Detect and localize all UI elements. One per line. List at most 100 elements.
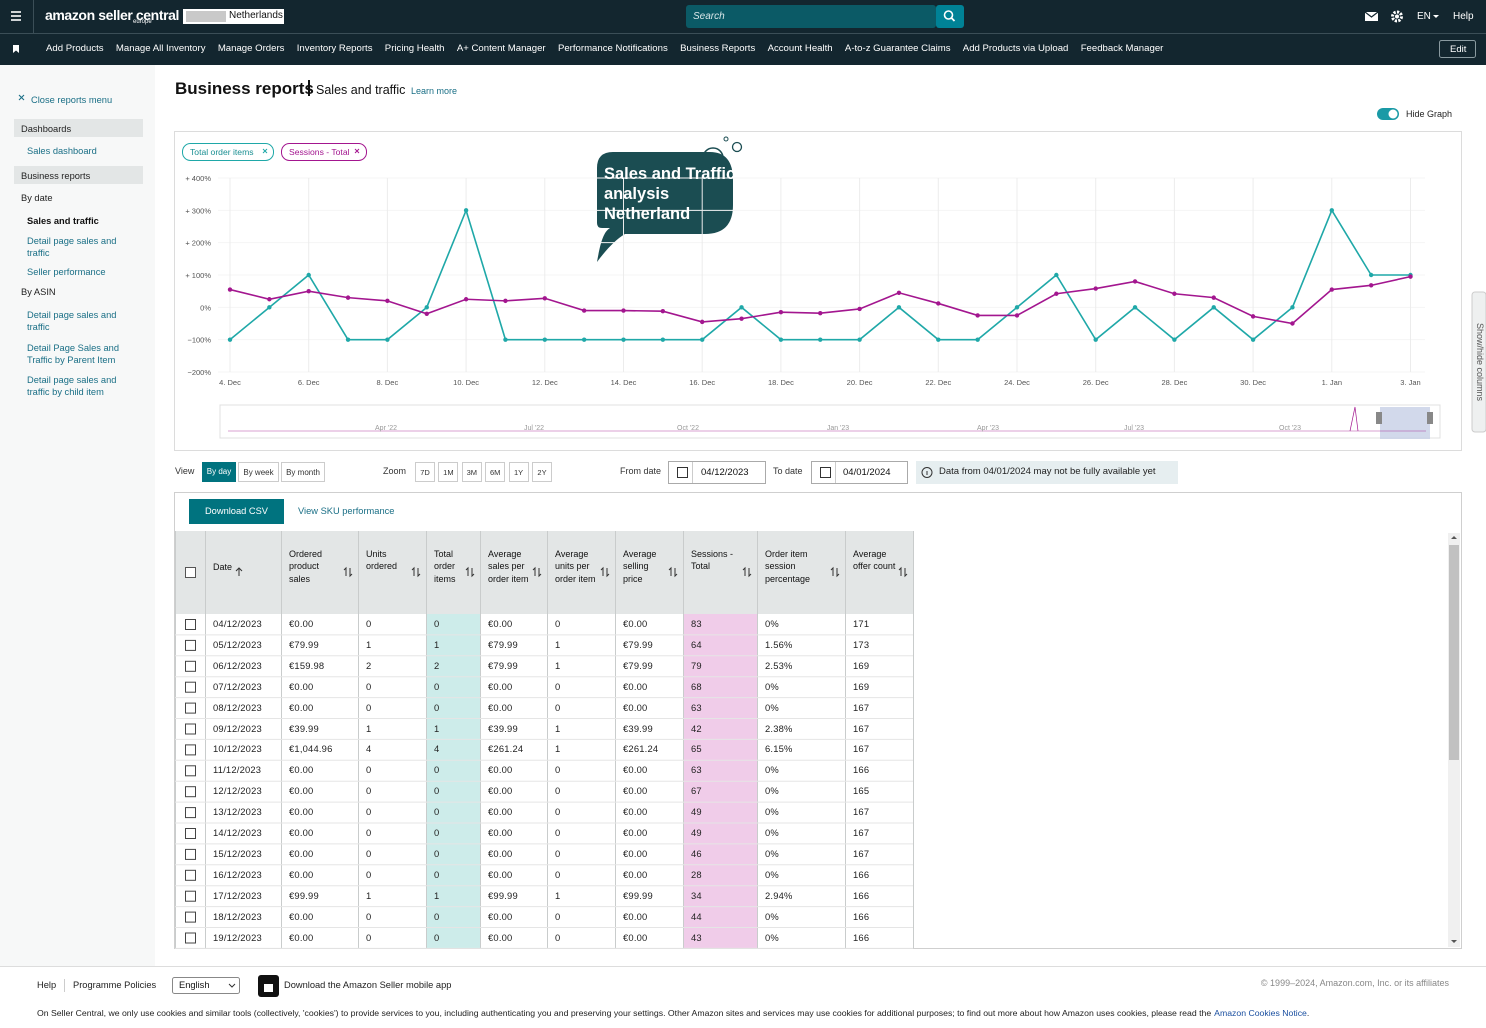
sidebar-item[interactable]: Sales and traffic	[27, 216, 99, 226]
table-cell: 0	[434, 618, 440, 629]
logo[interactable]: amazon seller central	[45, 7, 179, 23]
nav-item[interactable]: Business Reports	[680, 43, 756, 54]
data-point	[1054, 272, 1059, 278]
sort-icon[interactable]	[600, 566, 610, 578]
sidebar-item[interactable]: Seller performance	[27, 267, 106, 277]
select-all-checkbox[interactable]	[185, 567, 196, 578]
sort-icon[interactable]	[830, 566, 840, 578]
from-date[interactable]: 04/12/2023	[701, 467, 749, 478]
zoom-button[interactable]: 1M	[438, 462, 459, 482]
row-checkbox[interactable]	[185, 619, 196, 630]
zoom-button[interactable]: 1Y	[508, 462, 529, 482]
sidebar-item[interactable]: Sales dashboard	[27, 146, 97, 156]
nav-item[interactable]: Account Health	[767, 43, 833, 54]
zoom-button[interactable]: 3M	[461, 462, 482, 482]
sidebar-item[interactable]: Business reports	[21, 171, 91, 181]
app-download[interactable]: Download the Amazon Seller mobile app	[284, 980, 452, 990]
row-checkbox[interactable]	[185, 807, 196, 819]
nav-item[interactable]: Manage All Inventory	[115, 43, 206, 54]
sidebar-item[interactable]: Dashboards	[21, 124, 72, 134]
table-cell: €0.00	[488, 764, 513, 776]
column-header[interactable]: Units ordered	[366, 549, 398, 572]
column-header[interactable]: Date	[213, 562, 233, 572]
download-csv[interactable]: Download CSV	[204, 506, 269, 516]
row-checkbox[interactable]	[185, 660, 196, 672]
sort-icon[interactable]	[668, 566, 678, 578]
zoom-button[interactable]: 7D	[415, 462, 435, 482]
search-input[interactable]: Search	[693, 11, 725, 22]
table-cell: €79.99	[623, 659, 653, 671]
hide-graph-toggle[interactable]: Hide Graph	[1406, 109, 1453, 119]
row-checkbox[interactable]	[185, 869, 196, 881]
row-checkbox[interactable]	[185, 681, 196, 693]
sidebar-item[interactable]: Detail page sales and traffic	[27, 310, 117, 332]
footer-link[interactable]: Programme Policies	[73, 980, 157, 990]
sidebar-item[interactable]: Detail page sales and traffic	[27, 236, 117, 258]
row-checkbox[interactable]	[185, 744, 196, 756]
column-header[interactable]: Ordered product sales	[289, 549, 323, 584]
table-cell: 2.38%	[765, 722, 793, 734]
sort-icon[interactable]	[898, 566, 908, 578]
row-checkbox[interactable]	[185, 890, 196, 902]
column-header[interactable]: Average offer count	[853, 549, 896, 572]
language-menu[interactable]: EN	[1417, 11, 1431, 22]
sort-icon[interactable]	[411, 566, 421, 578]
sort-icon[interactable]	[532, 566, 542, 578]
row-checkbox[interactable]	[185, 848, 196, 860]
table-cell: 15/12/2023	[213, 847, 262, 859]
view-button[interactable]: By week	[238, 462, 279, 482]
nav-item[interactable]: Pricing Health	[384, 43, 445, 54]
table-cell: 63	[691, 764, 702, 776]
row-checkbox[interactable]	[185, 723, 196, 735]
learn-more[interactable]: Learn more	[411, 86, 458, 96]
nav-item[interactable]: Feedback Manager	[1080, 43, 1164, 54]
sidebar-item[interactable]: Close reports menu	[31, 95, 113, 105]
column-header[interactable]: Average units per order item	[555, 549, 596, 584]
nav-item[interactable]: Manage Orders	[217, 43, 285, 54]
view-sku-link[interactable]: View SKU performance	[298, 506, 395, 516]
column-header[interactable]: Order item session percentage	[765, 549, 811, 584]
table-cell: €0.00	[289, 910, 314, 922]
to-date[interactable]: 04/01/2024	[843, 467, 891, 478]
store-selector[interactable]: Netherlands	[229, 10, 283, 21]
view-button[interactable]: By day	[202, 462, 236, 482]
nav-item[interactable]: Add Products via Upload	[962, 43, 1069, 54]
nav-item[interactable]: Inventory Reports	[296, 43, 373, 54]
help-link[interactable]: Help	[1453, 11, 1474, 22]
row-checkbox[interactable]	[185, 911, 196, 923]
cookie-link[interactable]: Amazon Cookies Notice	[1214, 1008, 1307, 1018]
table-cell: 14/12/2023	[213, 827, 262, 838]
sort-icon[interactable]	[343, 566, 353, 578]
sidebar-item[interactable]: Detail Page Sales and Traffic by Parent …	[27, 343, 119, 365]
legend-chip[interactable]: Sessions - Total	[289, 147, 350, 157]
table-cell: 0	[434, 847, 440, 859]
row-checkbox[interactable]	[185, 639, 196, 651]
nav-item[interactable]: A+ Content Manager	[456, 43, 546, 54]
nav-item[interactable]: Add Products	[46, 43, 104, 54]
footer-link[interactable]: Help	[37, 980, 57, 990]
row-checkbox[interactable]	[185, 828, 196, 839]
nav-item[interactable]: A-to-z Guarantee Claims	[844, 43, 951, 54]
column-header[interactable]: Sessions - Total	[691, 549, 734, 572]
show-hide-columns[interactable]: Show/hide columns	[1475, 322, 1485, 402]
sort-icon[interactable]	[235, 567, 243, 576]
sort-icon[interactable]	[742, 566, 752, 578]
sidebar-item[interactable]: Detail page sales and traffic by child i…	[27, 375, 117, 397]
zoom-button[interactable]: 2Y	[532, 462, 552, 482]
view-button[interactable]: By month	[281, 462, 325, 482]
sort-icon[interactable]	[465, 566, 475, 578]
data-point	[1132, 305, 1138, 310]
nav-item[interactable]: Performance Notifications	[557, 43, 668, 54]
legend-chip[interactable]: Total order items	[190, 147, 254, 157]
column-header[interactable]: Total order items	[434, 549, 456, 584]
column-header[interactable]: Average selling price	[623, 549, 657, 584]
table-cell: €1,044.96	[289, 743, 333, 755]
zoom-button[interactable]: 6M	[485, 462, 506, 482]
language-select[interactable]: English	[179, 980, 210, 990]
row-checkbox[interactable]	[185, 932, 196, 944]
column-header[interactable]: Average sales per order item	[488, 549, 529, 584]
row-checkbox[interactable]	[185, 702, 196, 714]
row-checkbox[interactable]	[185, 765, 196, 777]
row-checkbox[interactable]	[185, 786, 196, 798]
edit-button[interactable]: Edit	[1450, 44, 1467, 55]
